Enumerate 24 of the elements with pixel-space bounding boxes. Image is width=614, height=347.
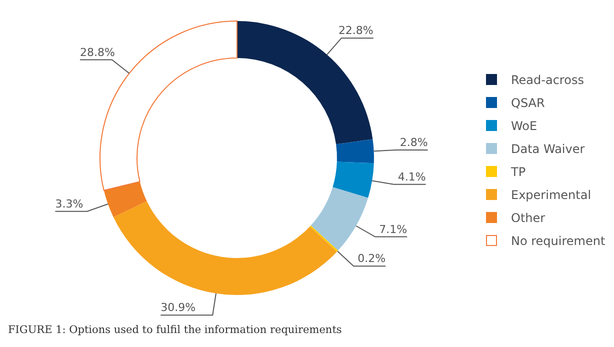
text: FIGURE 1: Options used to fulfil the information requirements <box>8 324 342 336</box>
data-label: 28.8% <box>80 46 115 59</box>
donut-slice <box>336 139 374 164</box>
donut-slice <box>310 226 338 252</box>
legend-label: No requirement <box>511 234 606 248</box>
legend-label: Other <box>511 210 546 224</box>
donut-slice <box>237 21 373 144</box>
legend-label: QSAR <box>511 96 545 110</box>
donut-slice <box>310 187 368 251</box>
data-label: 0.2% <box>358 252 386 266</box>
legend-label: Data Waiver <box>511 142 585 156</box>
data-label: 7.1% <box>379 222 408 236</box>
legend-label: WoE <box>511 118 538 132</box>
data-label: 22.8% <box>338 24 374 38</box>
data-label: 2.8% <box>400 136 428 150</box>
data-label: 4.1% <box>398 170 426 184</box>
donut-slice <box>104 182 147 218</box>
legend-label: Experimental <box>511 188 592 202</box>
data-label: 3.3% <box>55 197 84 210</box>
data-label: 30.9% <box>160 301 196 314</box>
donut-slice <box>332 162 374 198</box>
donut-slice <box>113 201 337 295</box>
legend-label: Read-across <box>511 72 584 86</box>
legend-label: TP <box>511 164 526 178</box>
